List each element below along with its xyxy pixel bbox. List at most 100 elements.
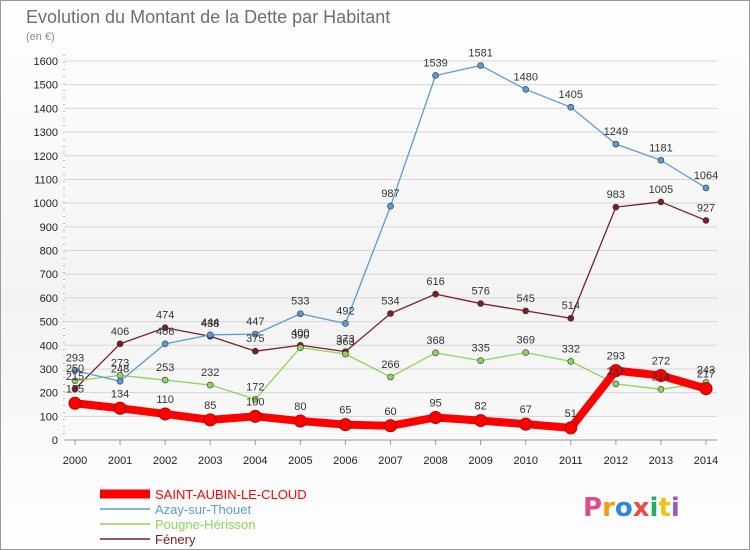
data-point — [522, 307, 530, 315]
data-point — [567, 314, 575, 322]
series-layer — [68, 62, 713, 435]
data-label: 406 — [111, 326, 129, 338]
data-label: 155 — [66, 383, 84, 395]
data-point — [387, 202, 394, 210]
data-point — [477, 300, 484, 307]
data-point — [387, 310, 394, 317]
data-label: 533 — [291, 296, 309, 308]
data-label: 100 — [246, 396, 264, 408]
data-labels: 215 406 474 438 375 400 373 534 616 576 545 514 983 1… — [66, 48, 718, 420]
legend-label: Azay-sur-Thouet — [155, 502, 251, 517]
data-point — [612, 203, 620, 211]
data-point — [699, 382, 713, 396]
data-point — [522, 86, 530, 93]
data-label: 1064 — [694, 170, 718, 182]
data-label: 363 — [336, 336, 354, 348]
y-tick-label: 600 — [40, 293, 58, 305]
y-tick-label: 100 — [40, 411, 58, 423]
data-point — [116, 340, 124, 348]
data-label: 85 — [204, 400, 216, 412]
data-label: 217 — [697, 369, 715, 381]
data-label: 616 — [426, 276, 444, 288]
logo-letter: r — [602, 493, 615, 523]
logo-letter: P — [583, 493, 602, 523]
data-label: 1480 — [513, 71, 537, 83]
data-point — [564, 421, 578, 435]
x-tick-label: 2004 — [243, 455, 267, 467]
data-label: 369 — [517, 335, 535, 347]
data-point — [297, 344, 304, 351]
data-point — [612, 140, 620, 148]
data-point — [161, 340, 169, 348]
data-label: 134 — [111, 388, 129, 400]
data-point — [158, 407, 172, 421]
data-point — [522, 349, 530, 356]
data-label: 273 — [111, 357, 129, 369]
data-point — [338, 418, 352, 432]
legend: SAINT-AUBIN-LE-CLOUDAzay-sur-ThouetPougn… — [100, 487, 307, 547]
data-point — [429, 410, 443, 424]
data-label: 243 — [697, 364, 715, 376]
y-tick-label: 500 — [40, 317, 58, 329]
data-point — [384, 419, 397, 433]
data-label: 51 — [565, 408, 577, 420]
legend-label: Fénery — [155, 532, 196, 547]
data-point — [342, 350, 349, 358]
data-label: 1005 — [649, 184, 673, 196]
data-point — [206, 331, 214, 339]
grid — [63, 55, 717, 441]
chart-title: Evolution du Montant de la Dette par Hab… — [26, 7, 390, 27]
data-label: 65 — [339, 405, 351, 417]
x-tick-label: 2011 — [559, 455, 583, 467]
data-label: 215 — [66, 371, 84, 383]
data-label: 80 — [294, 401, 306, 413]
x-tick-label: 2003 — [198, 455, 222, 467]
x-tick-label: 2014 — [694, 455, 718, 467]
y-tick-label: 1400 — [34, 103, 58, 115]
data-point — [477, 62, 484, 69]
y-axis: 0 100 200 300 400 500 600 700 800 900 1000 1100 1200… — [34, 56, 58, 447]
data-label: 390 — [291, 330, 309, 342]
data-label: 82 — [475, 401, 487, 413]
y-tick-label: 400 — [40, 340, 58, 352]
x-tick-label: 2010 — [513, 455, 537, 467]
data-label: 293 — [66, 353, 84, 365]
data-point — [297, 310, 304, 318]
data-point — [342, 320, 349, 327]
logo-letter: o — [615, 493, 633, 523]
data-label: 492 — [336, 305, 354, 317]
data-point — [432, 72, 439, 79]
data-point — [702, 217, 710, 224]
y-tick-label: 1600 — [34, 56, 58, 68]
data-point — [203, 413, 217, 427]
data-point — [519, 417, 533, 431]
data-point — [161, 376, 169, 384]
logo-letter: i — [671, 493, 680, 523]
data-point — [654, 369, 668, 383]
y-tick-label: 1500 — [34, 80, 58, 92]
data-point — [161, 324, 169, 332]
y-tick-label: 1000 — [34, 198, 58, 210]
proxiti-logo: Proxiti — [583, 493, 680, 523]
data-point — [474, 414, 488, 428]
x-tick-label: 2001 — [108, 455, 132, 467]
data-label: 110 — [156, 394, 174, 406]
data-point — [432, 349, 439, 357]
data-label: 406 — [156, 326, 174, 338]
data-point — [206, 381, 214, 389]
x-tick-label: 2013 — [649, 455, 673, 467]
x-tick-label: 2008 — [423, 455, 447, 467]
data-point — [113, 401, 127, 415]
data-label: 293 — [607, 351, 625, 363]
data-label: 368 — [426, 335, 444, 347]
data-label: 172 — [246, 381, 264, 393]
data-label: 447 — [246, 316, 264, 328]
x-tick-label: 2009 — [468, 455, 492, 467]
data-label: 1405 — [559, 89, 583, 101]
data-label: 927 — [697, 202, 715, 214]
y-tick-label: 300 — [40, 364, 58, 376]
data-point — [71, 367, 79, 374]
data-label: 266 — [381, 359, 399, 371]
logo-letter: x — [633, 493, 650, 523]
